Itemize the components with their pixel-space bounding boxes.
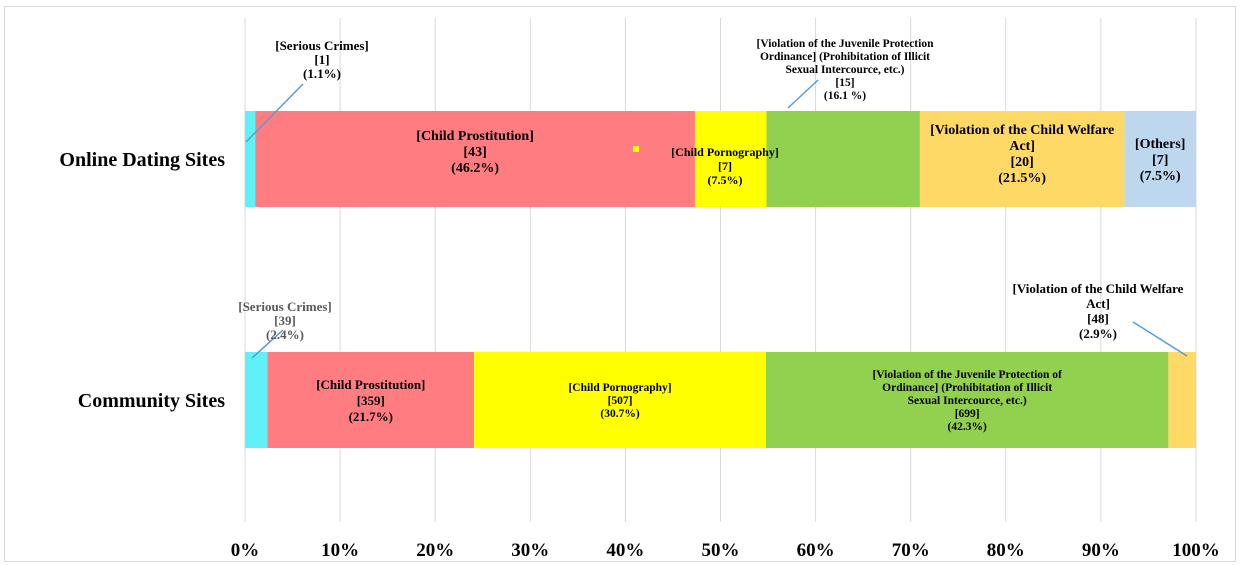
data-label-line: [Violation of the Child Welfare [1013, 281, 1184, 296]
bars [245, 111, 1196, 448]
data-label: [Violation of the Child WelfareAct][48](… [1013, 281, 1184, 341]
bar-segment-pornography [694, 111, 767, 207]
data-label-line: (2.4%) [266, 327, 304, 342]
data-label-line: [Violation of the Juvenile Protection of [872, 369, 1062, 381]
data-label-line: [15] [835, 77, 854, 89]
chart-frame [4, 6, 1236, 562]
data-label-line: (42.3%) [948, 421, 987, 433]
data-label-line: Ordinance] (Prohibitation of Illicit [882, 382, 1052, 394]
x-tick-label: 80% [987, 540, 1025, 561]
data-label-line: Sexual Intercource, etc.) [908, 395, 1027, 407]
data-label-line: [43] [463, 145, 486, 160]
bar-segment-juvenile [765, 352, 1169, 448]
data-label: [Serious Crimes][1](1.1%) [275, 38, 369, 81]
x-tick-label: 90% [1082, 540, 1120, 561]
bar-segment-juvenile [766, 111, 920, 207]
data-label-line: [Child Prostitution] [316, 377, 425, 392]
data-label: [Child Prostitution][359](21.7%) [316, 377, 425, 424]
data-label-line: Act] [1009, 139, 1035, 154]
callout-leader-line [251, 329, 284, 359]
callout-leader-line [245, 83, 304, 143]
data-label-line: [Child Prostitution] [416, 129, 534, 144]
data-label-line: [1] [314, 52, 329, 67]
axis-labels: 0% 10% 20% 30% 40% 50% 60% 70% 80% 90% 100% Online … [59, 149, 1219, 561]
x-tick-label: 40% [606, 540, 644, 561]
bar-segment-serious [245, 111, 256, 207]
callout-leader-line [1132, 321, 1188, 357]
data-label: [Violation of the Child WelfareAct][20](… [930, 123, 1114, 186]
data-label-line: [7] [1152, 153, 1168, 168]
data-label-line: Sexual Intercource, etc.) [785, 64, 904, 76]
data-label-line: [Child Pornography] [568, 382, 671, 394]
data-label: [Violation of the Juvenile ProtectionOrd… [757, 38, 935, 102]
data-label-line: [359] [357, 393, 385, 408]
bar-segment-serious [245, 352, 268, 448]
data-label: [Child Pornography][7](7.5%) [633, 145, 779, 187]
x-tick-label: 70% [892, 540, 930, 561]
x-tick-label: 10% [321, 540, 359, 561]
data-label-line: [Serious Crimes] [238, 299, 332, 314]
x-tick-label: 50% [702, 540, 740, 561]
data-label-line: (21.7%) [349, 409, 393, 424]
data-label-line: [Others] [1135, 137, 1186, 152]
data-label-line: [39] [274, 313, 296, 328]
x-tick-label: 0% [231, 540, 260, 561]
bar-segment-welfare [919, 111, 1125, 207]
data-label-line: [Violation of the Child Welfare [930, 123, 1114, 138]
data-label-line: (2.9%) [1079, 326, 1117, 341]
bar-segment-prostitution [267, 352, 475, 448]
data-label-line: Act] [1086, 296, 1110, 311]
data-label: [Others][7](7.5%) [1135, 137, 1186, 184]
data-label-line: [Serious Crimes] [275, 38, 369, 53]
data-label-line: [48] [1087, 311, 1109, 326]
data-label-line: (7.5%) [1140, 169, 1181, 184]
category-label: Community Sites [78, 390, 225, 412]
data-label-line: (21.5%) [998, 171, 1046, 186]
data-label-line: Ordinance] (Prohibitation of Illicit [760, 51, 930, 63]
data-label-line: [507] [608, 395, 633, 407]
bar-segment-welfare [1168, 352, 1196, 448]
x-tick-label: 100% [1172, 540, 1220, 561]
data-label-line: (16.1 %) [824, 90, 866, 102]
data-labels: [Serious Crimes][1](1.1%)[Child Prostitu… [238, 38, 1185, 433]
x-tick-label: 30% [511, 540, 549, 561]
data-label: [Serious Crimes][39](2.4%) [238, 299, 332, 342]
callout-leader-line [787, 79, 819, 109]
data-label-line: [20] [1010, 155, 1033, 170]
data-label: [Child Prostitution][43](46.2%) [416, 129, 534, 176]
bar-segment-others [1124, 111, 1196, 207]
data-label-line: [Violation of the Juvenile Protection [757, 38, 935, 50]
data-label-line: (1.1%) [303, 66, 341, 81]
data-label-line: (46.2%) [451, 161, 499, 176]
callout-lines [245, 79, 1188, 359]
legend-key-marker [633, 146, 639, 152]
bar-segment-prostitution [255, 111, 695, 207]
data-label-line: (7.5%) [708, 173, 743, 187]
data-label: [Child Pornography][507](30.7%) [568, 382, 671, 420]
x-tick-label: 20% [416, 540, 454, 561]
data-label-line: [Child Pornography] [671, 145, 779, 159]
bar-segment-pornography [474, 352, 766, 448]
data-label-line: (30.7%) [600, 408, 639, 420]
category-label: Online Dating Sites [59, 149, 225, 171]
data-label: [Violation of the Juvenile Protection of… [872, 369, 1062, 433]
data-label-line: [699] [955, 408, 980, 420]
data-label-line: [7] [718, 159, 732, 173]
x-tick-label: 60% [797, 540, 835, 561]
